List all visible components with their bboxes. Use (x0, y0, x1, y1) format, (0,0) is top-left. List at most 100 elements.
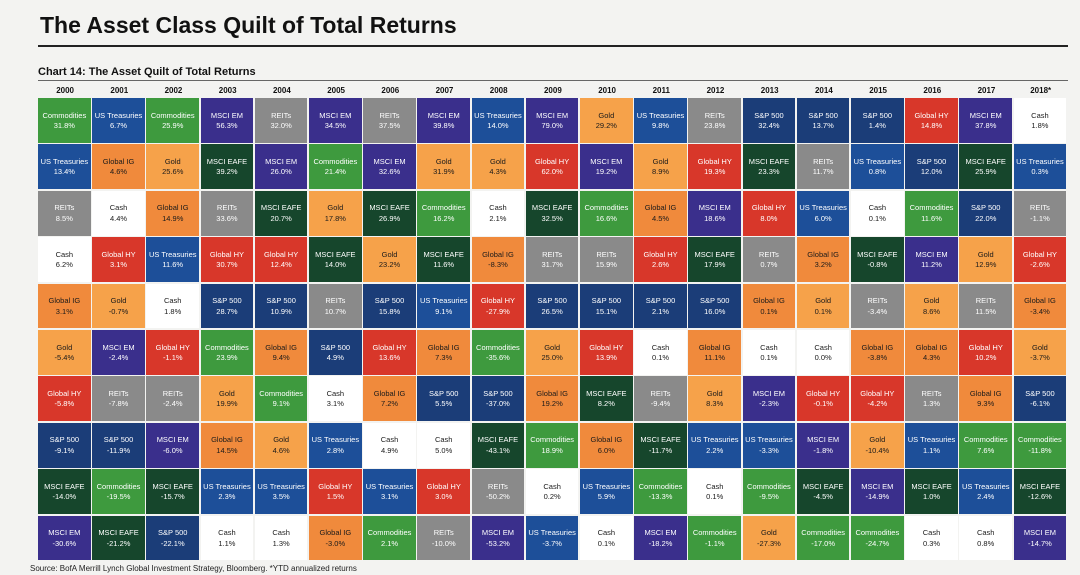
asset-return: 0.1% (706, 492, 724, 502)
quilt-cell-s-p-500: S&P 500 2.1% (634, 283, 687, 329)
quilt-cell-cash: Cash 0.1% (634, 330, 687, 375)
asset-return: 16.0% (704, 306, 726, 316)
asset-return: 9.3% (977, 399, 995, 409)
quilt-cell-msci-eafe: MSCI EAFE 25.9% (959, 144, 1013, 190)
quilt-cell-gold: Gold 8.3% (688, 376, 742, 422)
quilt-cell-msci-eafe: MSCI EAFE -4.5% (796, 469, 850, 515)
asset-name: Gold (706, 388, 723, 398)
asset-name: Global IG (102, 156, 135, 166)
quilt-cell-gold: Gold 8.6% (905, 283, 958, 329)
quilt-cell-s-p-500: S&P 500 4.9% (309, 330, 362, 375)
asset-name: S&P 500 (320, 342, 351, 352)
asset-name: Cash (760, 342, 778, 352)
quilt-cell-us-treasuries: US Treasuries 6.0% (796, 190, 850, 236)
asset-name: Cash (705, 481, 724, 491)
asset-return: -11.7% (648, 445, 673, 455)
quilt-cell-global-ig: Global IG 3.1% (38, 283, 91, 329)
quilt-cell-reits: REITs 10.7% (309, 283, 362, 329)
asset-name: Gold (273, 435, 290, 445)
quilt-cell-msci-em: MSCI EM -14.9% (851, 469, 904, 515)
year-label: 2006 (381, 86, 400, 95)
quilt-cell-global-ig: Global IG 4.3% (905, 330, 958, 375)
asset-name: Cash (326, 388, 345, 398)
year-label: 2008 (489, 86, 508, 95)
asset-name: MSCI EAFE (369, 203, 410, 213)
asset-name: MSCI EAFE (802, 481, 844, 491)
quilt-cell-msci-eafe: MSCI EAFE 14.0% (309, 237, 362, 283)
asset-return: 2.3% (218, 492, 236, 502)
asset-name: REITs (975, 296, 996, 306)
quilt-cell-global-hy: Global HY 30.7% (200, 237, 254, 283)
asset-name: S&P 500 (808, 110, 838, 120)
asset-return: -24.7% (865, 538, 890, 548)
asset-return: 29.2% (595, 120, 617, 130)
asset-name: S&P 500 (1025, 388, 1055, 398)
asset-return: -2.4% (162, 399, 183, 409)
asset-return: -10.4% (865, 445, 890, 455)
quilt-cell-global-ig: Global IG 11.1% (688, 330, 742, 375)
asset-return: 2.1% (651, 306, 670, 316)
asset-return: 3.0% (435, 492, 453, 502)
quilt-cell-gold: Gold 4.6% (254, 422, 308, 468)
quilt-cell-global-hy: Global HY -2.6% (1013, 237, 1067, 283)
asset-name: Commodities (205, 342, 249, 352)
asset-name: REITs (379, 110, 400, 120)
asset-return: 16.2% (433, 213, 455, 223)
asset-name: S&P 500 (212, 296, 242, 306)
asset-name: Commodities (367, 528, 412, 538)
asset-return: -17.0% (811, 538, 836, 548)
quilt-cell-us-treasuries: US Treasuries 3.1% (363, 469, 416, 515)
quilt-cell-cash: Cash 2.1% (471, 190, 525, 236)
asset-name: Global IG (644, 203, 677, 213)
asset-return: 32.6% (378, 167, 401, 177)
asset-name: Cash (814, 342, 832, 352)
quilt-cell-us-treasuries: US Treasuries 1.1% (905, 422, 958, 468)
quilt-cell-gold: Gold 29.2% (580, 98, 633, 143)
asset-return: 39.8% (433, 120, 455, 130)
asset-return: 2.1% (489, 213, 507, 223)
asset-return: -1.1% (704, 538, 725, 548)
asset-name: Global HY (751, 203, 787, 213)
quilt-cell-msci-em: MSCI EM -30.6% (38, 515, 91, 561)
asset-return: 8.5% (55, 213, 73, 223)
quilt-cell-s-p-500: S&P 500 1.4% (851, 98, 904, 143)
asset-name: MSCI EM (915, 249, 948, 259)
asset-return: 18.9% (541, 445, 563, 455)
asset-name: Commodities (855, 528, 900, 538)
asset-name: S&P 500 (428, 388, 459, 398)
asset-name: Gold (869, 435, 886, 445)
quilt-cell-global-ig: Global IG 4.6% (92, 144, 145, 190)
asset-name: Commodities (96, 481, 141, 491)
asset-name: Commodities (42, 110, 87, 120)
asset-return: -7.8% (108, 399, 129, 409)
asset-name: Global IG (265, 342, 297, 352)
asset-return: 14.9% (162, 213, 184, 223)
quilt-cell-s-p-500: S&P 500 -11.9% (92, 422, 145, 468)
asset-return: 0.8% (977, 538, 995, 548)
quilt-cell-global-ig: Global IG 0.1% (742, 283, 796, 329)
asset-name: MSCI EM (319, 110, 352, 120)
asset-name: REITs (704, 110, 725, 120)
quilt-cell-global-ig: Global IG -3.8% (851, 330, 904, 375)
asset-return: 19.3% (704, 167, 726, 177)
asset-return: 11.6% (162, 260, 184, 270)
quilt-cell-msci-eafe: MSCI EAFE 23.3% (742, 144, 796, 190)
quilt-cell-msci-em: MSCI EM 19.2% (580, 144, 633, 190)
quilt-cell-commodities: Commodities 11.6% (905, 190, 958, 236)
asset-return: -3.7% (542, 538, 562, 548)
year-label: 2005 (327, 86, 345, 95)
asset-return: -5.8% (54, 399, 75, 409)
asset-return: 7.3% (435, 352, 453, 362)
quilt-cell-global-hy: Global HY 19.3% (688, 144, 742, 190)
asset-return: 19.9% (216, 399, 238, 409)
asset-name: Global IG (156, 203, 189, 213)
asset-return: 2.1% (380, 538, 399, 548)
asset-return: 15.9% (595, 260, 617, 270)
asset-name: Global HY (968, 342, 1003, 352)
asset-name: S&P 500 (157, 528, 188, 538)
asset-return: -9.5% (759, 492, 779, 502)
asset-return: 8.2% (597, 399, 615, 409)
quilt-cell-msci-eafe: MSCI EAFE -11.7% (634, 422, 687, 468)
asset-return: 11.6% (921, 213, 942, 223)
quilt-cell-commodities: Commodities -17.0% (796, 515, 850, 561)
